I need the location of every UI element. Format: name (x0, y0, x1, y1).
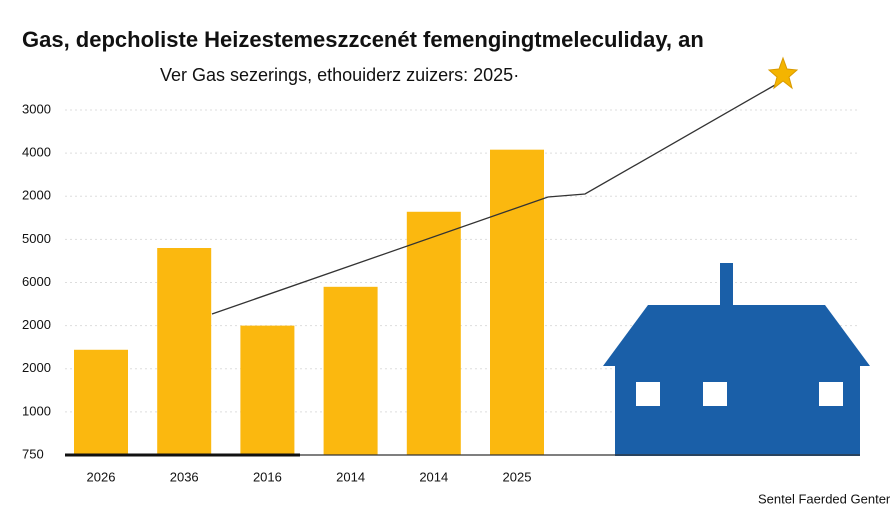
y-tick-label: 6000 (22, 274, 51, 289)
roof (603, 305, 870, 366)
trend-line (211, 84, 776, 315)
bar (74, 349, 128, 455)
y-tick-label: 5000 (22, 231, 51, 246)
bar (323, 286, 378, 455)
x-tick-label: 2026 (87, 469, 116, 484)
window (636, 382, 660, 406)
grid: 750 1000 2000 2000 6000 5000 2000 4000 3000 2026 2… (22, 101, 860, 484)
bar (490, 149, 544, 456)
y-tick-label: 750 (22, 446, 44, 461)
y-tick-label: 2000 (22, 188, 51, 203)
house-body (615, 364, 860, 456)
x-tick-label: 2014 (336, 469, 365, 484)
y-tick-label: 2000 (22, 360, 51, 375)
bar (157, 248, 212, 455)
x-tick-label: 2025 (503, 469, 532, 484)
chart-title: Gas, depcholiste Heizestemeszzcenét feme… (22, 27, 704, 52)
bar (240, 325, 295, 455)
window (703, 382, 727, 406)
y-tick-label: 1000 (22, 403, 51, 418)
y-tick-label: 3000 (22, 101, 51, 116)
x-tick-label: 2014 (419, 469, 448, 484)
window (819, 382, 843, 406)
chimney (720, 263, 733, 308)
star-icon (767, 56, 799, 90)
x-tick-label: 2016 (253, 469, 282, 484)
house-icon (603, 263, 870, 456)
chart-subtitle: Ver Gas sezerings, ethouiderz zuizers: 2… (160, 65, 519, 85)
bars (74, 149, 544, 456)
bar (406, 211, 461, 455)
footer: Sentel Faerded Genter (758, 491, 891, 506)
y-tick-label: 4000 (22, 145, 51, 160)
x-tick-label: 2036 (170, 469, 199, 484)
y-tick-label: 2000 (22, 317, 51, 332)
